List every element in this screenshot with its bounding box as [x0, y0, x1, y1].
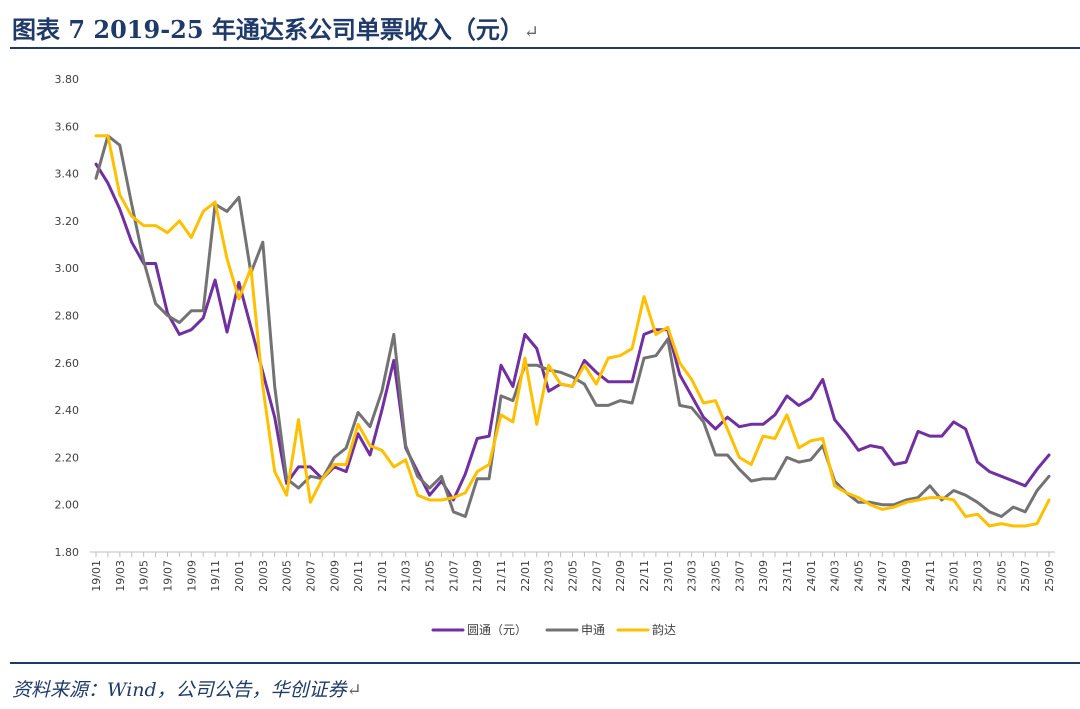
x-tick-label: 20/05 [281, 560, 294, 592]
x-tick-label: 24/09 [900, 560, 913, 592]
x-tick-label: 25/03 [972, 560, 985, 592]
x-tick-label: 19/07 [161, 560, 174, 592]
series-layer [94, 134, 1051, 528]
x-tick-label: 23/09 [757, 560, 770, 592]
x-tick-label: 23/03 [686, 560, 699, 592]
y-tick-label: 2.20 [55, 451, 80, 464]
series-line-3 [94, 134, 1051, 528]
x-tick-label: 23/11 [781, 560, 794, 592]
y-tick-label: 2.60 [55, 357, 80, 370]
x-tick-label: 25/09 [1043, 560, 1056, 592]
y-tick-label: 2.00 [55, 499, 80, 512]
series-line-2 [94, 134, 1051, 518]
x-tick-label: 23/01 [662, 560, 675, 592]
x-tick-label: 21/11 [495, 560, 508, 592]
x-tick-label: 20/11 [352, 560, 365, 592]
x-tick-label: 20/01 [233, 560, 246, 592]
y-tick-label: 3.20 [55, 215, 80, 228]
x-tick-label: 21/05 [424, 560, 437, 592]
x-tick-label: 25/07 [1019, 560, 1032, 592]
legend: 圆通（元） 申通 韵达 [431, 622, 676, 637]
x-tick-label: 22/07 [590, 560, 603, 592]
x-tick-label: 25/01 [948, 560, 961, 592]
x-tick-label: 24/01 [805, 560, 818, 592]
x-tick-label: 20/07 [304, 560, 317, 592]
x-tick-label: 24/11 [924, 560, 937, 592]
x-tick-label: 24/05 [852, 560, 865, 592]
return-mark: ↵ [346, 680, 362, 701]
x-tick-label: 22/09 [614, 560, 627, 592]
y-axis: 1.80 2.00 2.20 2.40 2.60 2.80 3.00 3.20 3.40 3.60… [55, 73, 80, 559]
y-tick-label: 3.60 [55, 120, 80, 133]
x-tick-label: 23/05 [709, 560, 722, 592]
x-tick-label: 24/03 [829, 560, 842, 592]
x-tick-label: 22/11 [638, 560, 651, 592]
x-tick-label: 20/09 [328, 560, 341, 592]
x-tick-label: 23/07 [733, 560, 746, 592]
return-mark: ↵ [523, 22, 540, 43]
legend-label: 圆通（元） [467, 623, 527, 637]
title-divider [10, 47, 1080, 49]
legend-label: 申通 [581, 623, 605, 637]
y-tick-label: 3.40 [55, 168, 80, 181]
x-tick-label: 22/01 [519, 560, 532, 592]
x-tick-label: 19/09 [185, 560, 198, 592]
x-tick-label: 22/05 [567, 560, 580, 592]
x-tick-label: 20/03 [257, 560, 270, 592]
x-tick-label: 19/01 [90, 560, 103, 592]
x-tick-label: 19/05 [138, 560, 151, 592]
x-tick-label: 24/07 [876, 560, 889, 592]
source-note: 资料来源：Wind，公司公告，华创证券↵ [12, 679, 362, 701]
x-tick-label: 21/01 [376, 560, 389, 592]
x-axis: 19/01 19/03 19/05 19/07 19/09 19/11 20/01 20/03… [90, 551, 1056, 592]
y-tick-label: 3.80 [55, 73, 80, 86]
y-tick-label: 1.80 [55, 546, 80, 559]
y-tick-label: 2.80 [55, 310, 80, 323]
x-tick-label: 21/09 [471, 560, 484, 592]
y-tick-label: 2.40 [55, 404, 80, 417]
x-tick-label: 21/03 [400, 560, 413, 592]
x-tick-label: 21/07 [447, 560, 460, 592]
x-tick-label: 19/03 [114, 560, 127, 592]
legend-label: 韵达 [652, 622, 676, 637]
y-tick-label: 3.00 [55, 262, 80, 275]
x-tick-label: 19/11 [209, 560, 222, 592]
line-chart: 1.80 2.00 2.20 2.40 2.60 2.80 3.00 3.20 3.40 3.60… [55, 73, 1057, 637]
source-divider [10, 662, 1080, 664]
page-title: 图表 7 2019-25 年通达系公司单票收入（元）↵ [12, 15, 540, 44]
x-tick-label: 25/05 [995, 560, 1008, 592]
series-line-1 [94, 162, 1051, 502]
x-tick-label: 22/03 [543, 560, 556, 592]
